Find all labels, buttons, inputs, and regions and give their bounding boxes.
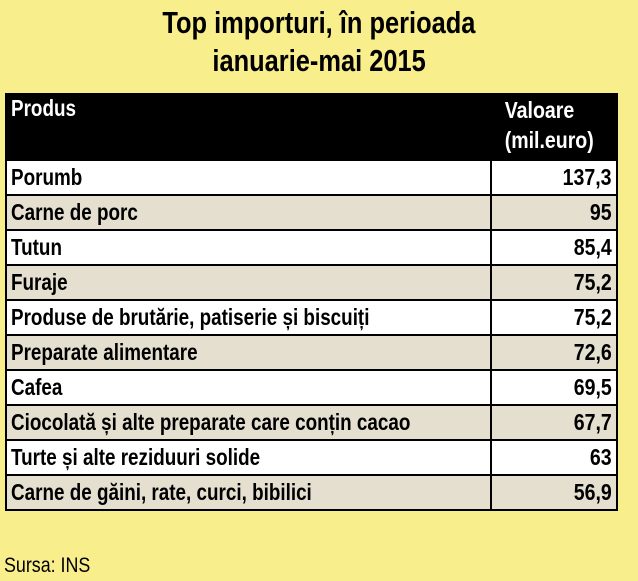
product-name: Cafea <box>11 374 63 400</box>
value: 69,5 <box>573 374 612 400</box>
product-cell: Tutun <box>5 229 492 266</box>
value: 75,2 <box>573 269 612 295</box>
product-cell: Turte și alte reziduuri solide <box>5 439 492 476</box>
header-cell: Valoare (mil.euro) <box>490 93 618 161</box>
table-row: Produse de brutărie, patiserie și biscui… <box>5 299 618 336</box>
product-cell: Porumb <box>5 159 492 196</box>
product-cell: Carne de porc <box>5 194 492 231</box>
product-cell: Carne de găini, rate, curci, bibilici <box>5 474 492 511</box>
value: 72,6 <box>573 339 612 365</box>
value-cell: 137,3 <box>490 159 618 196</box>
product-name: Preparate alimentare <box>11 339 198 365</box>
import-table: Produs Valoare (mil.euro) Porumb 137,3 Car… <box>5 93 618 511</box>
value: 56,9 <box>573 479 612 505</box>
title-line: ianuarie-mai 2015 <box>212 43 426 78</box>
source: Sursa: INS <box>4 554 91 577</box>
table-row: Porumb 137,3 <box>5 159 618 196</box>
header-row: Produs Valoare (mil.euro) <box>5 93 618 161</box>
value: 137,3 <box>563 164 612 190</box>
value-cell: 69,5 <box>490 369 618 406</box>
table-row: Carne de porc 95 <box>5 194 618 231</box>
title: Top importuri, în perioada ianuarie-mai … <box>0 4 638 80</box>
value: 85,4 <box>573 234 612 260</box>
value: 95 <box>590 199 612 225</box>
table-row: Turte și alte reziduuri solide 63 <box>5 439 618 476</box>
product-cell: Cafea <box>5 369 492 406</box>
value-cell: 75,2 <box>490 264 618 301</box>
product-cell: Furaje <box>5 264 492 301</box>
product-name: Tutun <box>11 234 62 260</box>
table-body: Porumb 137,3 Carne de porc 95 Tutun 85,4 Furaj… <box>5 159 618 511</box>
product-name: Produse de brutărie, patiserie și biscui… <box>11 304 370 330</box>
table-row: Tutun 85,4 <box>5 229 618 266</box>
value-cell: 85,4 <box>490 229 618 266</box>
value-cell: 67,7 <box>490 404 618 441</box>
value: 63 <box>590 444 612 470</box>
value: 75,2 <box>573 304 612 330</box>
value-cell: 75,2 <box>490 299 618 336</box>
value-cell: 95 <box>490 194 618 231</box>
product-name: Turte și alte reziduuri solide <box>11 444 261 470</box>
header-text: Produs <box>11 95 76 121</box>
product-name: Porumb <box>11 164 83 190</box>
product-cell: Produse de brutărie, patiserie și biscui… <box>5 299 492 336</box>
product-cell: Preparate alimentare <box>5 334 492 371</box>
product-name: Ciocolată și alte preparate care conțin … <box>11 409 411 435</box>
value: 67,7 <box>573 409 612 435</box>
title-line: Top importuri, în perioada <box>162 5 476 40</box>
product-name: Furaje <box>11 269 68 295</box>
product-name: Carne de găini, rate, curci, bibilici <box>11 479 312 505</box>
table-row: Cafea 69,5 <box>5 369 618 406</box>
value-cell: 63 <box>490 439 618 476</box>
header-cell: Produs <box>5 93 492 161</box>
header-text: Valoare (mil.euro) <box>504 97 594 153</box>
product-name: Carne de porc <box>11 199 138 225</box>
table-row: Preparate alimentare 72,6 <box>5 334 618 371</box>
value-cell: 72,6 <box>490 334 618 371</box>
product-cell: Ciocolată și alte preparate care conțin … <box>5 404 492 441</box>
table-row: Carne de găini, rate, curci, bibilici 56,… <box>5 474 618 511</box>
table-row: Ciocolată și alte preparate care conțin … <box>5 404 618 441</box>
value-cell: 56,9 <box>490 474 618 511</box>
table-row: Furaje 75,2 <box>5 264 618 301</box>
